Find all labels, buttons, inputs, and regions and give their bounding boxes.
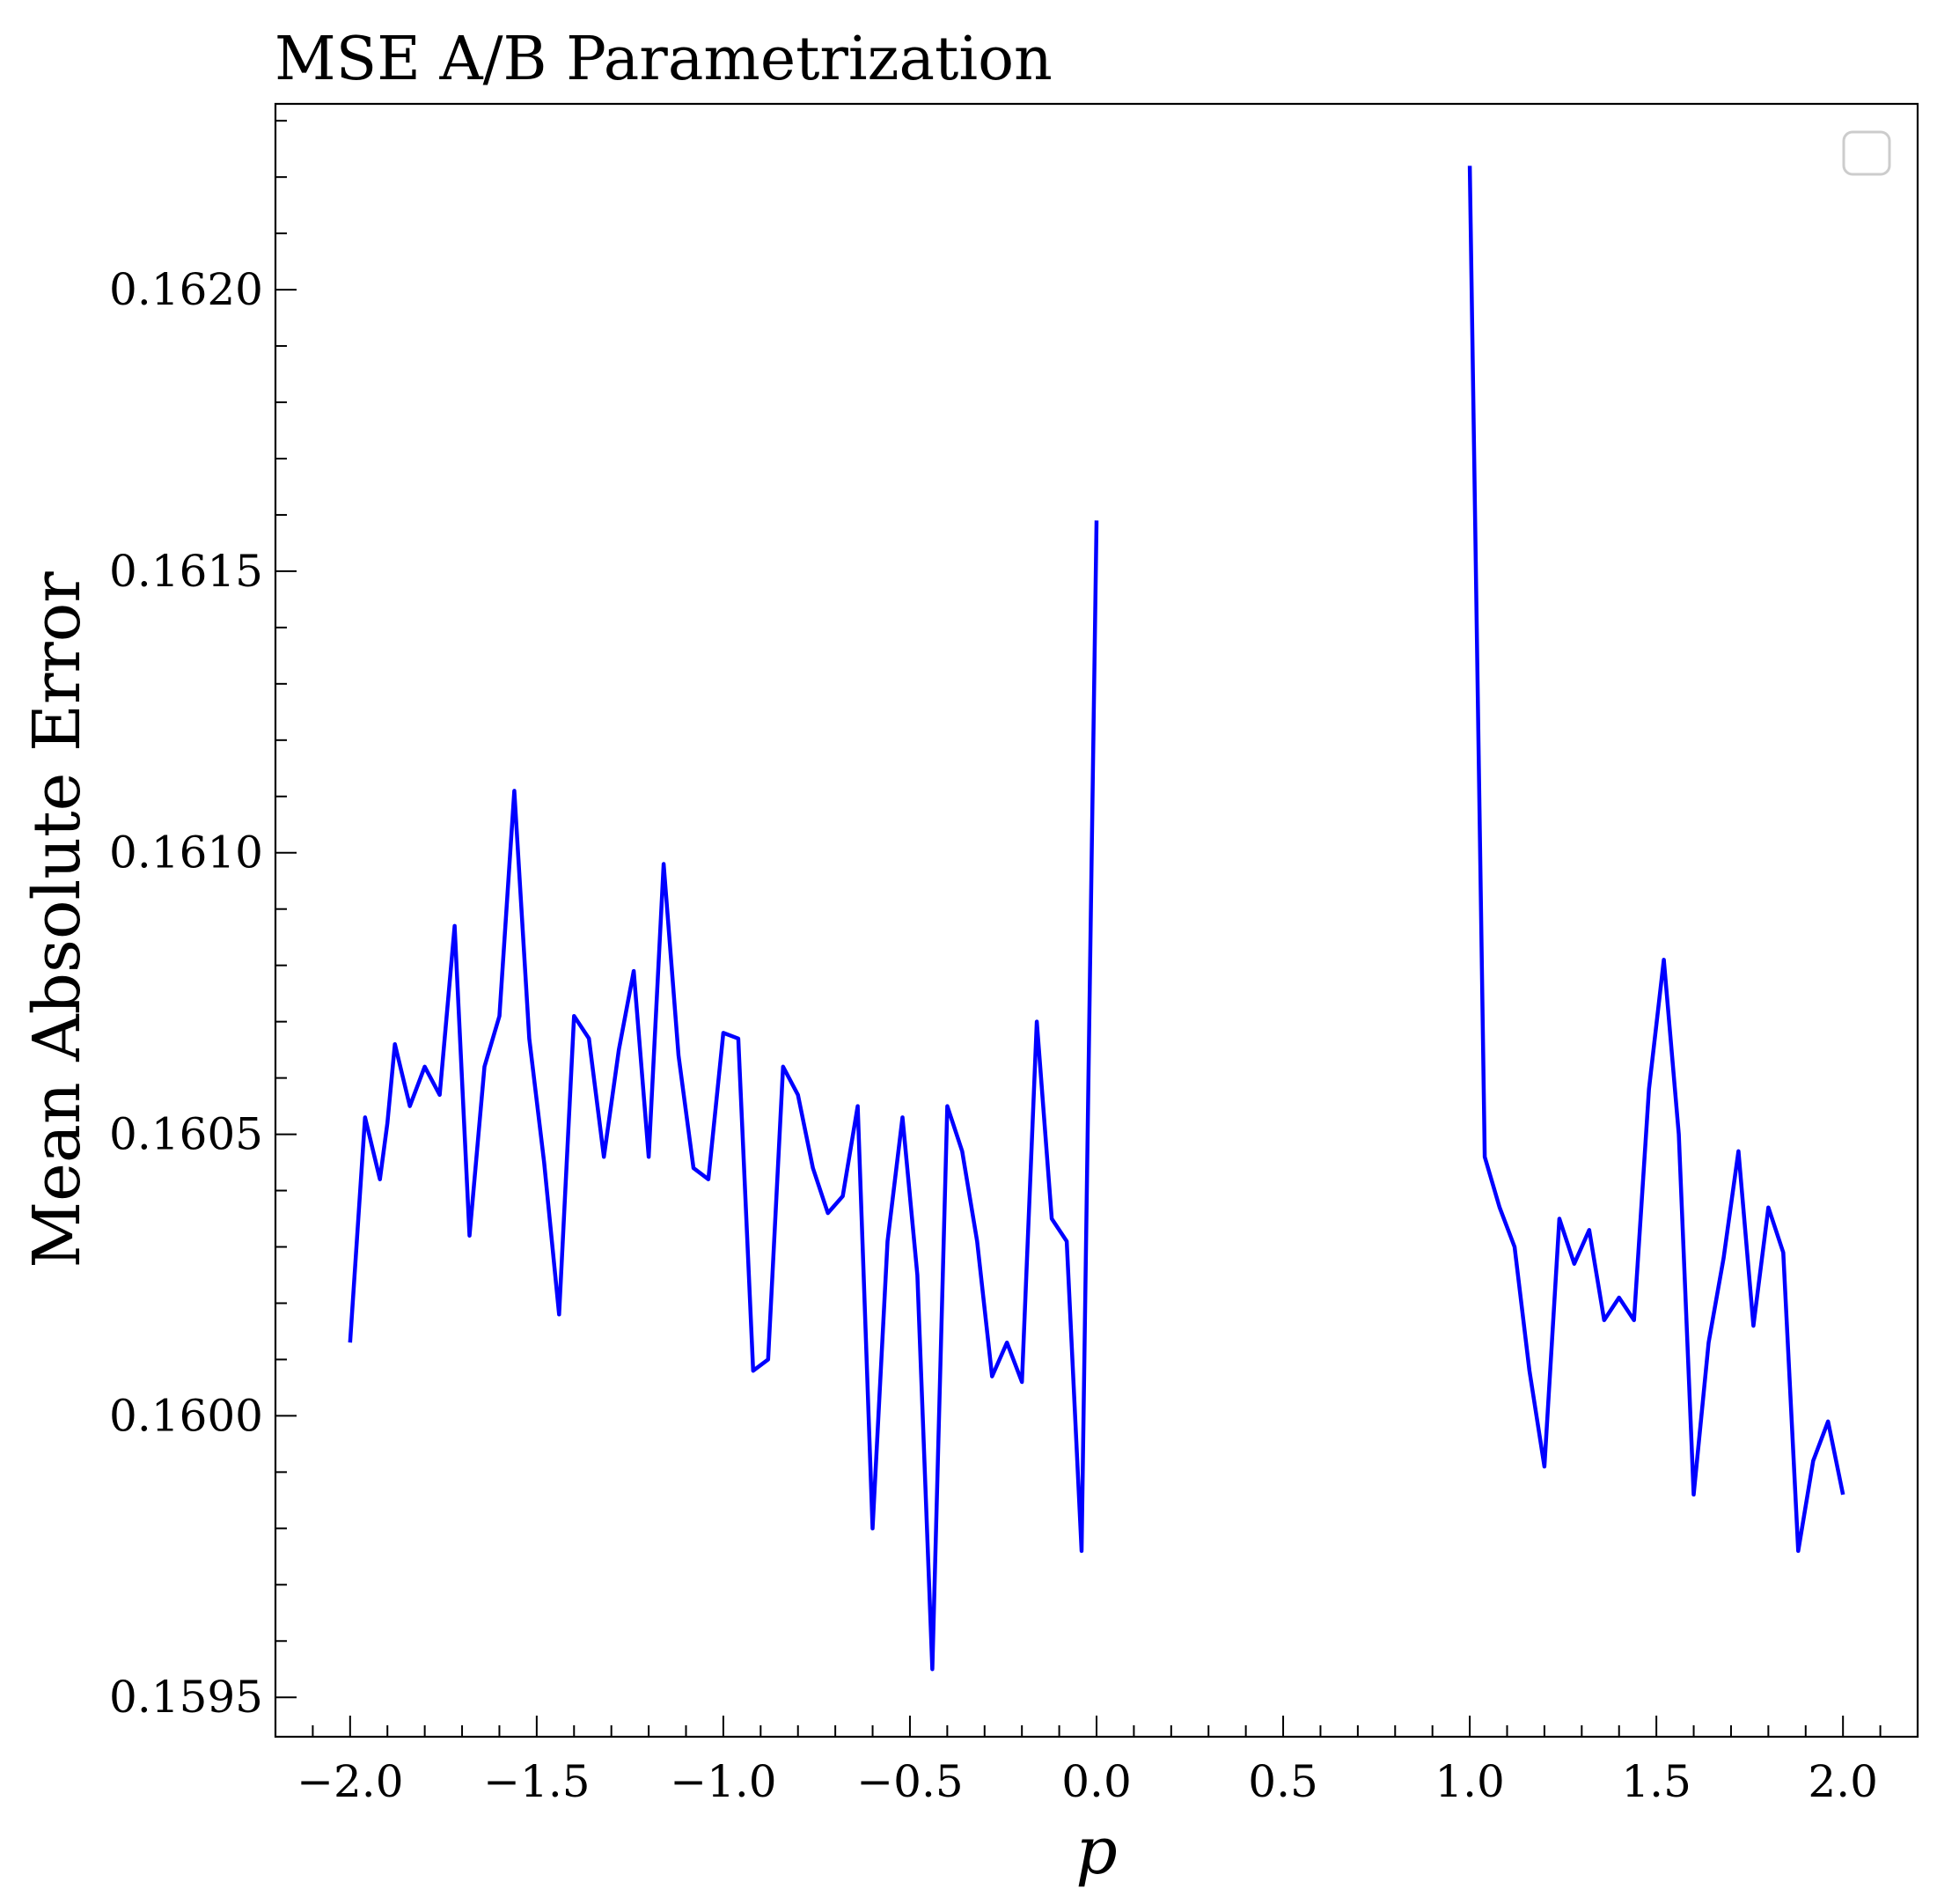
y-tick-label: 0.1620 [109,264,263,315]
x-tick-label: −1.5 [483,1756,590,1807]
x-axis-label: p [1075,1813,1117,1889]
x-axis-ticks [312,1716,1882,1737]
x-axis-tick-labels: −2.0 −1.5 −1.0 −0.5 0.0 0.5 1.0 1.5 2.0 [297,1756,1878,1807]
x-tick-label: −1.0 [670,1756,776,1807]
y-axis-label: Mean Absolute Error [19,571,95,1268]
y-tick-label: 0.1600 [109,1390,263,1441]
y-tick-label: 0.1595 [109,1672,263,1723]
legend-box [1842,130,1891,176]
x-tick-label: 2.0 [1808,1756,1878,1807]
y-axis-tick-labels: 0.1595 0.1600 0.1605 0.1610 0.1615 0.1620 [109,264,263,1723]
series-line-segment [348,520,1099,1672]
y-tick-label: 0.1610 [109,827,263,878]
y-tick-label: 0.1615 [109,546,263,597]
x-tick-label: −0.5 [856,1756,963,1807]
x-tick-label: 1.0 [1434,1756,1505,1807]
y-axis-ticks [275,120,297,1699]
series-lines [348,165,1845,1672]
y-tick-label: 0.1605 [109,1109,263,1160]
x-tick-label: 0.0 [1061,1756,1132,1807]
x-tick-label: −2.0 [297,1756,403,1807]
x-tick-label: 0.5 [1248,1756,1318,1807]
chart-title: MSE A/B Parametrization [275,25,1053,94]
x-tick-label: 1.5 [1621,1756,1691,1807]
series-line-segment [1467,165,1845,1554]
